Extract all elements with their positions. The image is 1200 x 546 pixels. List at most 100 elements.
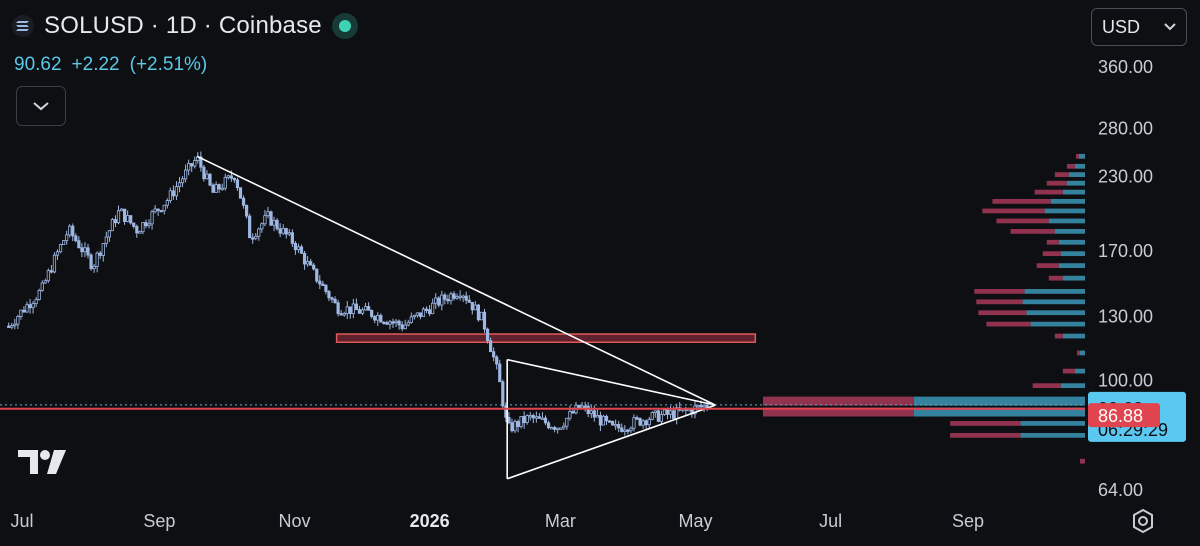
candle-body [62,240,66,245]
collapse-legend-button[interactable] [16,86,66,126]
candle-body [55,251,60,256]
candle-body [89,254,93,270]
candle-body [492,351,496,358]
candle-body [428,309,432,315]
candle-body [388,321,392,325]
candle-body [406,321,410,326]
candle-body [531,415,535,419]
candle-body [693,405,697,415]
volume-profile-sell-bar [1042,251,1061,257]
volume-profile-sell-bar [1075,153,1079,159]
candle-body [71,225,75,237]
volume-profile-sell-bar [978,310,1027,316]
candle-body [126,215,130,222]
volume-profile-sell-bar [1046,239,1059,245]
candle-body [360,309,365,314]
candle-body [382,321,386,325]
candle-body [449,293,453,302]
volume-profile-buy-bar [1054,228,1085,234]
candle-body [379,315,383,323]
volume-profile-sell-bar [1046,180,1067,186]
symbol-title[interactable]: SOLUSD · 1D · Coinbase [44,12,322,39]
price-tick-label: 230.00 [1098,167,1153,187]
tradingview-logo-icon[interactable] [18,448,68,481]
settings-gear-icon[interactable] [1130,508,1156,539]
candle-body [180,178,185,184]
volume-profile-buy-bar [1058,239,1085,245]
candle-body [556,427,560,431]
candle-body [293,243,298,251]
trendline-triangle-lower[interactable] [506,404,716,480]
candle-body [306,261,310,265]
candle-body [562,425,566,429]
currency-select[interactable]: USD [1091,8,1187,46]
candle-body [223,177,227,189]
candle-body [513,421,517,432]
candle-body [348,306,352,314]
volume-profile-buy-bar [1062,333,1085,339]
volume-profile-buy-bar [1044,208,1085,214]
candle-body [190,163,194,167]
candle-body [418,312,423,317]
candle-body [635,417,639,420]
candle-body [662,409,667,415]
candle-body [638,417,642,426]
price-change-percent: (+2.51%) [129,54,208,75]
candle-body [28,304,32,309]
volume-profile-sell-bar [763,396,914,406]
candle-body [452,293,456,299]
volume-profile-sell-bar [763,407,914,417]
candle-body [263,215,267,225]
candle-body [226,175,230,178]
candle-body [455,296,459,299]
candle-body [229,175,233,179]
candle-body [104,236,108,244]
candle-body [598,415,603,426]
chevron-down-icon [1164,23,1176,31]
candle-body [238,187,243,199]
candle-body [559,427,563,430]
candle-body [19,309,23,317]
time-tick-label: Sep [143,511,175,531]
candle-body [528,415,532,418]
price-axis[interactable]: 360.00 280.00 230.00 170.00 130.00 100.00 64.0… [1098,57,1153,500]
candle-body [586,405,590,414]
volume-profile-buy-bar [1066,180,1085,186]
candle-body [278,228,282,234]
candle-body [318,280,322,285]
candle-body [626,429,630,432]
time-axis[interactable]: Jul Sep Nov 2026 Mar May Jul Sep [10,511,984,531]
candle-body [211,184,215,193]
candle-body [507,416,511,424]
candle-body [202,166,206,180]
volume-profile-sell-bar [1076,350,1080,356]
price-tick-label: 280.00 [1098,119,1153,139]
candle-body [501,381,505,407]
trendline-triangle-upper[interactable] [507,358,716,406]
time-tick-label: Nov [278,511,310,531]
volume-profile-sell-bar [1036,263,1059,268]
candle-body [177,182,182,188]
candle-body [370,309,374,317]
candle-body [620,427,624,432]
candle-body [415,312,420,316]
time-tick-label: Sep [952,511,984,531]
volume-profile-sell-bar [1062,368,1075,374]
candle-body [165,200,169,206]
candle-body [354,303,359,311]
candle-body [424,308,429,311]
candle-body [129,215,133,224]
candle-body [162,204,166,212]
candle-body [434,297,438,304]
candle-body [232,177,237,181]
candle-body [403,324,407,330]
volume-profile-buy-bar [1062,189,1085,195]
candle-body [275,219,279,230]
candle-body [623,429,627,432]
candle-body [595,415,599,418]
candle-body [510,422,514,432]
trendline-descending-resistance[interactable] [196,155,716,406]
candle-body [668,410,673,415]
candle-body [110,219,115,232]
